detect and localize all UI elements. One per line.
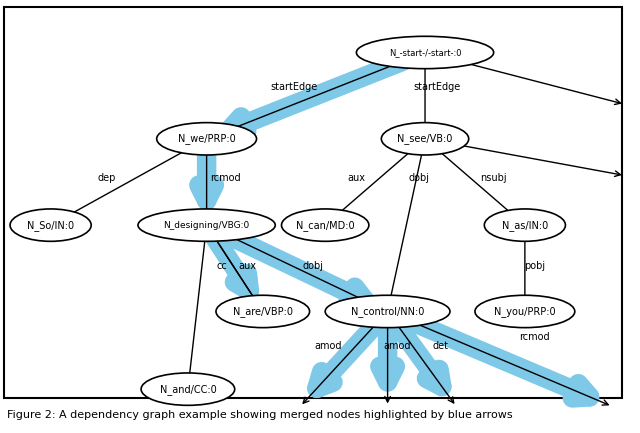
Ellipse shape xyxy=(475,295,575,328)
Text: N_can/MD:0: N_can/MD:0 xyxy=(296,220,355,231)
Text: Figure 2: A dependency graph example showing merged nodes highlighted by blue ar: Figure 2: A dependency graph example sho… xyxy=(7,410,513,420)
Ellipse shape xyxy=(157,123,257,155)
Text: amod: amod xyxy=(314,341,342,351)
Text: rcmod: rcmod xyxy=(210,173,241,183)
Text: amod: amod xyxy=(383,341,411,351)
Text: dobj: dobj xyxy=(408,173,429,183)
Text: dep: dep xyxy=(97,173,116,183)
Text: det: det xyxy=(433,341,449,351)
FancyBboxPatch shape xyxy=(4,7,621,398)
Text: N_So/IN:0: N_So/IN:0 xyxy=(27,220,74,231)
Text: N_are/VBP:0: N_are/VBP:0 xyxy=(233,306,292,317)
Ellipse shape xyxy=(216,295,310,328)
Text: N_designing/VBG:0: N_designing/VBG:0 xyxy=(163,221,250,229)
Text: aux: aux xyxy=(348,173,365,183)
Text: N_you/PRP:0: N_you/PRP:0 xyxy=(494,306,556,317)
Text: aux: aux xyxy=(238,261,256,271)
Text: rcmod: rcmod xyxy=(519,333,550,343)
Text: startEdge: startEdge xyxy=(270,82,317,92)
Text: nsubj: nsubj xyxy=(481,173,507,183)
Text: N_see/VB:0: N_see/VB:0 xyxy=(397,133,452,144)
Text: N_-start-/-start-:0: N_-start-/-start-:0 xyxy=(388,48,461,57)
Text: pobj: pobj xyxy=(524,261,545,271)
Text: cc: cc xyxy=(217,261,228,271)
Ellipse shape xyxy=(325,295,450,328)
Text: N_as/IN:0: N_as/IN:0 xyxy=(502,220,548,231)
Ellipse shape xyxy=(356,36,493,69)
Ellipse shape xyxy=(10,209,91,241)
Ellipse shape xyxy=(138,209,275,241)
Text: N_control/NN:0: N_control/NN:0 xyxy=(351,306,424,317)
Text: N_we/PRP:0: N_we/PRP:0 xyxy=(178,133,236,144)
Ellipse shape xyxy=(141,373,235,405)
Ellipse shape xyxy=(381,123,468,155)
Text: dobj: dobj xyxy=(302,261,323,271)
Ellipse shape xyxy=(484,209,565,241)
Text: N_and/CC:0: N_and/CC:0 xyxy=(159,384,216,394)
Text: startEdge: startEdge xyxy=(414,82,461,92)
Ellipse shape xyxy=(282,209,369,241)
